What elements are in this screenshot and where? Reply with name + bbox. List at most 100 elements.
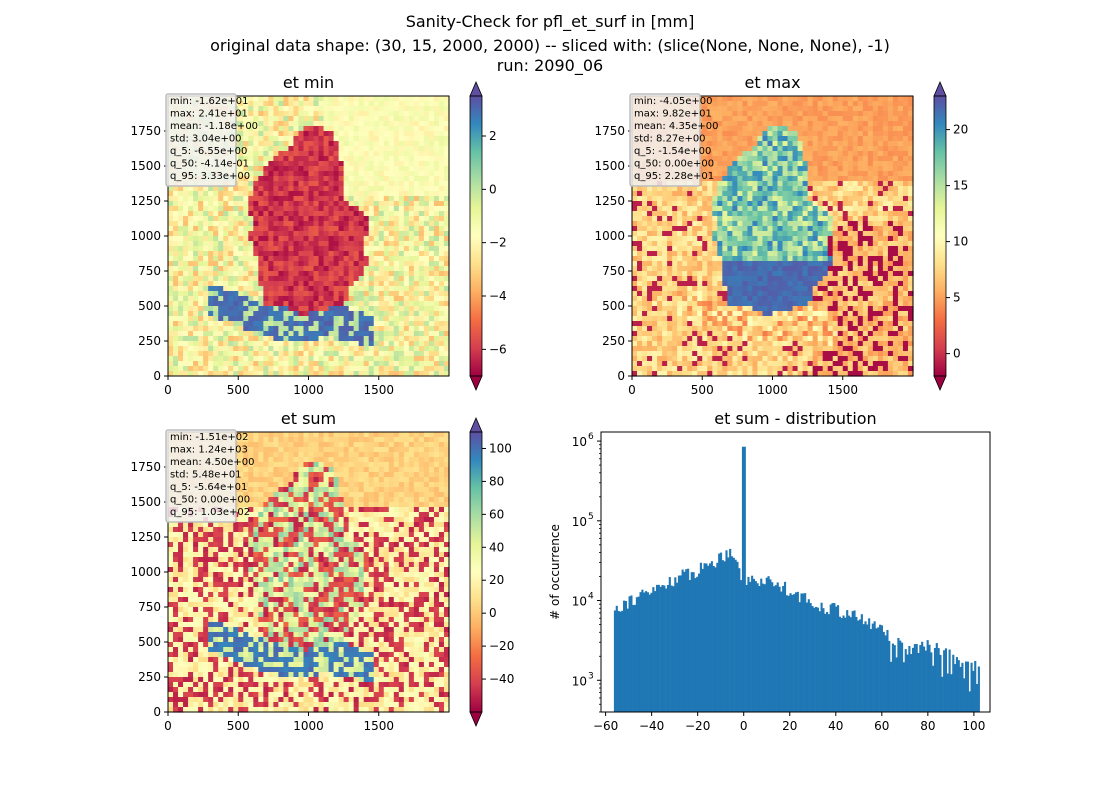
heatmap-cell — [368, 106, 375, 112]
heatmap-cell — [872, 186, 879, 192]
heatmap-cell — [842, 176, 849, 182]
heatmap-cell — [428, 96, 435, 102]
heatmap-cell — [368, 216, 375, 222]
heatmap-cell — [632, 241, 638, 247]
heatmap-cell — [887, 241, 894, 247]
heatmap-cell — [303, 346, 310, 352]
heatmap-cell — [762, 241, 769, 247]
heatmap-cell — [208, 211, 214, 217]
heatmap-cell — [902, 141, 909, 147]
figure-title-line-3: run: 2090_06 — [496, 56, 604, 75]
heatmap-cell — [408, 236, 415, 242]
heatmap-cell — [413, 326, 420, 332]
heatmap-cell — [283, 251, 290, 257]
heatmap-cell — [188, 226, 194, 232]
heatmap-cell — [258, 221, 264, 227]
heatmap-cell — [268, 246, 274, 252]
heatmap-cell — [348, 251, 355, 257]
heatmap-cell — [348, 371, 355, 377]
heatmap-cell — [722, 211, 728, 217]
heatmap-cell — [338, 136, 345, 142]
heatmap-cell — [243, 121, 249, 127]
heatmap-cell — [388, 161, 395, 167]
heatmap-cell — [323, 186, 330, 192]
heatmap-cell — [732, 166, 738, 172]
heatmap-cell — [258, 126, 264, 132]
heatmap-cell — [278, 241, 285, 247]
heatmap-cell — [807, 96, 814, 102]
heatmap-cell — [183, 336, 189, 342]
heatmap-cell — [373, 331, 380, 337]
heatmap-cell — [243, 216, 249, 222]
heatmap-cell — [378, 216, 385, 222]
heatmap-cell — [423, 276, 430, 282]
heatmap-cell — [323, 341, 330, 347]
heatmap-cell — [228, 236, 234, 242]
heatmap-cell — [872, 136, 879, 142]
heatmap-cell — [802, 156, 809, 162]
heatmap-cell — [343, 291, 350, 297]
heatmap-cell — [857, 206, 864, 212]
heatmap-cell — [867, 121, 874, 127]
heatmap-cell — [398, 241, 405, 247]
heatmap-cell — [308, 221, 315, 227]
heatmap-cell — [308, 236, 315, 242]
heatmap-cell — [328, 101, 335, 107]
heatmap-cell — [697, 196, 703, 202]
heatmap-cell — [218, 371, 224, 377]
heatmap-cell — [193, 371, 199, 377]
heatmap-cell — [198, 256, 204, 262]
heatmap-cell — [238, 231, 244, 237]
heatmap-cell — [263, 331, 269, 337]
heatmap-cell — [777, 186, 784, 192]
heatmap-cell — [852, 211, 859, 217]
heatmap-cell — [712, 116, 718, 122]
heatmap-cell — [363, 196, 370, 202]
heatmap-cell — [438, 181, 445, 187]
heatmap-cell — [258, 286, 264, 292]
heatmap-cell — [732, 96, 738, 102]
heatmap-cell — [657, 206, 663, 212]
heatmap-cell — [822, 121, 829, 127]
heatmap-cell — [243, 151, 249, 157]
heatmap-cell — [433, 211, 440, 217]
heatmap-cell — [218, 266, 224, 272]
heatmap-cell — [298, 331, 305, 337]
heatmap-cell — [288, 116, 295, 122]
heatmap-cell — [328, 111, 335, 117]
heatmap-cell — [847, 216, 854, 222]
heatmap-cell — [218, 251, 224, 257]
heatmap-cell — [283, 176, 290, 182]
heatmap-cell — [168, 331, 174, 337]
heatmap-cell — [173, 226, 179, 232]
heatmap-cell — [438, 301, 445, 307]
heatmap-cell — [343, 256, 350, 262]
heatmap-cell — [253, 96, 259, 102]
heatmap-cell — [712, 196, 718, 202]
heatmap-cell — [772, 141, 779, 147]
heatmap-cell — [258, 316, 264, 322]
heatmap-cell — [353, 251, 360, 257]
heatmap-cell — [907, 131, 914, 137]
heatmap-cell — [333, 336, 340, 342]
heatmap-cell — [323, 216, 330, 222]
heatmap-cell — [413, 201, 420, 207]
heatmap-cell — [902, 181, 909, 187]
heatmap-cell — [313, 266, 320, 272]
heatmap-cell — [418, 291, 425, 297]
heatmap-cell — [288, 96, 295, 102]
heatmap-cell — [288, 351, 295, 357]
heatmap-cell — [258, 291, 264, 297]
heatmap-cell — [168, 306, 174, 312]
heatmap-cell — [378, 326, 385, 332]
heatmap-cell — [393, 246, 400, 252]
heatmap-cell — [882, 141, 889, 147]
heatmap-cell — [283, 131, 290, 137]
heatmap-cell — [702, 171, 708, 177]
heatmap-cell — [283, 101, 290, 107]
heatmap-cell — [398, 226, 405, 232]
heatmap-cell — [298, 291, 305, 297]
heatmap-cell — [398, 366, 405, 372]
heatmap-cell — [328, 321, 335, 327]
heatmap-cell — [378, 121, 385, 127]
